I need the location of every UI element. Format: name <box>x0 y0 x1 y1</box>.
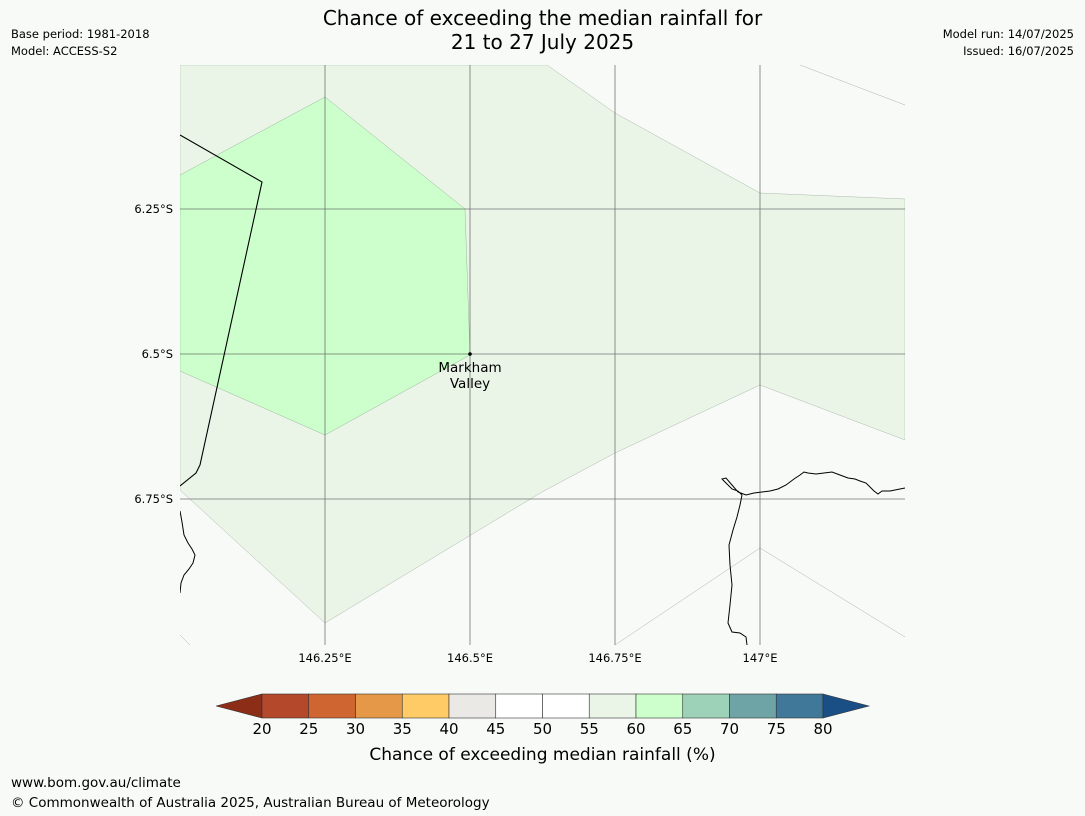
colorbar-segment <box>355 693 403 719</box>
colorbar-segment <box>308 693 356 719</box>
lon-label: 146.5°E <box>447 651 493 665</box>
model-name: Model: ACCESS-S2 <box>11 44 118 58</box>
contour-line <box>180 634 191 645</box>
rainfall-map <box>180 65 905 645</box>
colorbar-segment <box>682 693 730 719</box>
colorbar-tick-label: 70 <box>719 720 740 738</box>
lat-label: 6.75°S <box>134 492 173 506</box>
colorbar-tick-label: 75 <box>766 720 786 738</box>
colorbar-extend-high <box>822 693 871 719</box>
colorbar-tick-label: 30 <box>345 720 366 738</box>
coastline-west <box>180 510 196 594</box>
colorbar-segment <box>448 693 497 719</box>
colorbar-extend-low <box>216 693 263 719</box>
lat-label: 6.25°S <box>134 202 173 216</box>
colorbar-tick-label: 40 <box>439 720 459 738</box>
colorbar-tick-label: 20 <box>252 720 272 738</box>
issued-date: Issued: 16/07/2025 <box>963 44 1074 58</box>
lon-label: 146.25°E <box>298 651 352 665</box>
colorbar-segment <box>261 693 310 719</box>
colorbar-segment <box>401 693 450 719</box>
coastline-east <box>721 471 905 645</box>
colorbar-segment <box>635 693 684 719</box>
colorbar-segment <box>729 693 777 719</box>
title-line-2: 21 to 27 July 2025 <box>450 30 635 54</box>
contour-line <box>799 65 905 106</box>
colorbar-tick-label: 25 <box>299 720 319 738</box>
model-run: Model run: 14/07/2025 <box>942 27 1074 41</box>
colorbar-tick-label: 45 <box>486 720 506 738</box>
title-line-1: Chance of exceeding the median rainfall … <box>322 6 763 30</box>
place-label: Markham Valley <box>420 360 520 392</box>
colorbar-segment <box>542 693 590 719</box>
location-marker <box>468 352 472 356</box>
base-period: Base period: 1981-2018 <box>11 27 150 41</box>
footer-copyright: © Commonwealth of Australia 2025, Austra… <box>11 795 490 811</box>
colorbar-tick-label: 50 <box>532 720 553 738</box>
lon-label: 146.75°E <box>588 651 642 665</box>
meta-right: Model run: 14/07/2025 Issued: 16/07/2025 <box>943 26 1074 60</box>
meta-left: Base period: 1981-2018 Model: ACCESS-S2 <box>11 26 150 60</box>
border-line <box>180 134 263 487</box>
colorbar-segment <box>495 693 543 719</box>
place-label-line-2: Valley <box>449 376 491 392</box>
colorbar-tick-label: 60 <box>626 720 646 738</box>
colorbar-tick-label: 65 <box>673 720 693 738</box>
colorbar <box>216 693 871 719</box>
place-label-line-1: Markham <box>438 360 502 376</box>
colorbar-label: Chance of exceeding median rainfall (%) <box>369 745 716 765</box>
lat-label: 6.5°S <box>141 347 173 361</box>
lon-label: 147°E <box>742 651 778 665</box>
colorbar-segment <box>775 693 824 719</box>
colorbar-segment <box>588 693 637 719</box>
colorbar-tick-label: 80 <box>813 720 833 738</box>
colorbar-tick-label: 35 <box>392 720 412 738</box>
map-title: Chance of exceeding the median rainfall … <box>0 6 1085 54</box>
footer-url: www.bom.gov.au/climate <box>11 775 181 791</box>
graticule <box>180 65 905 645</box>
colorbar-tick-label: 55 <box>579 720 599 738</box>
